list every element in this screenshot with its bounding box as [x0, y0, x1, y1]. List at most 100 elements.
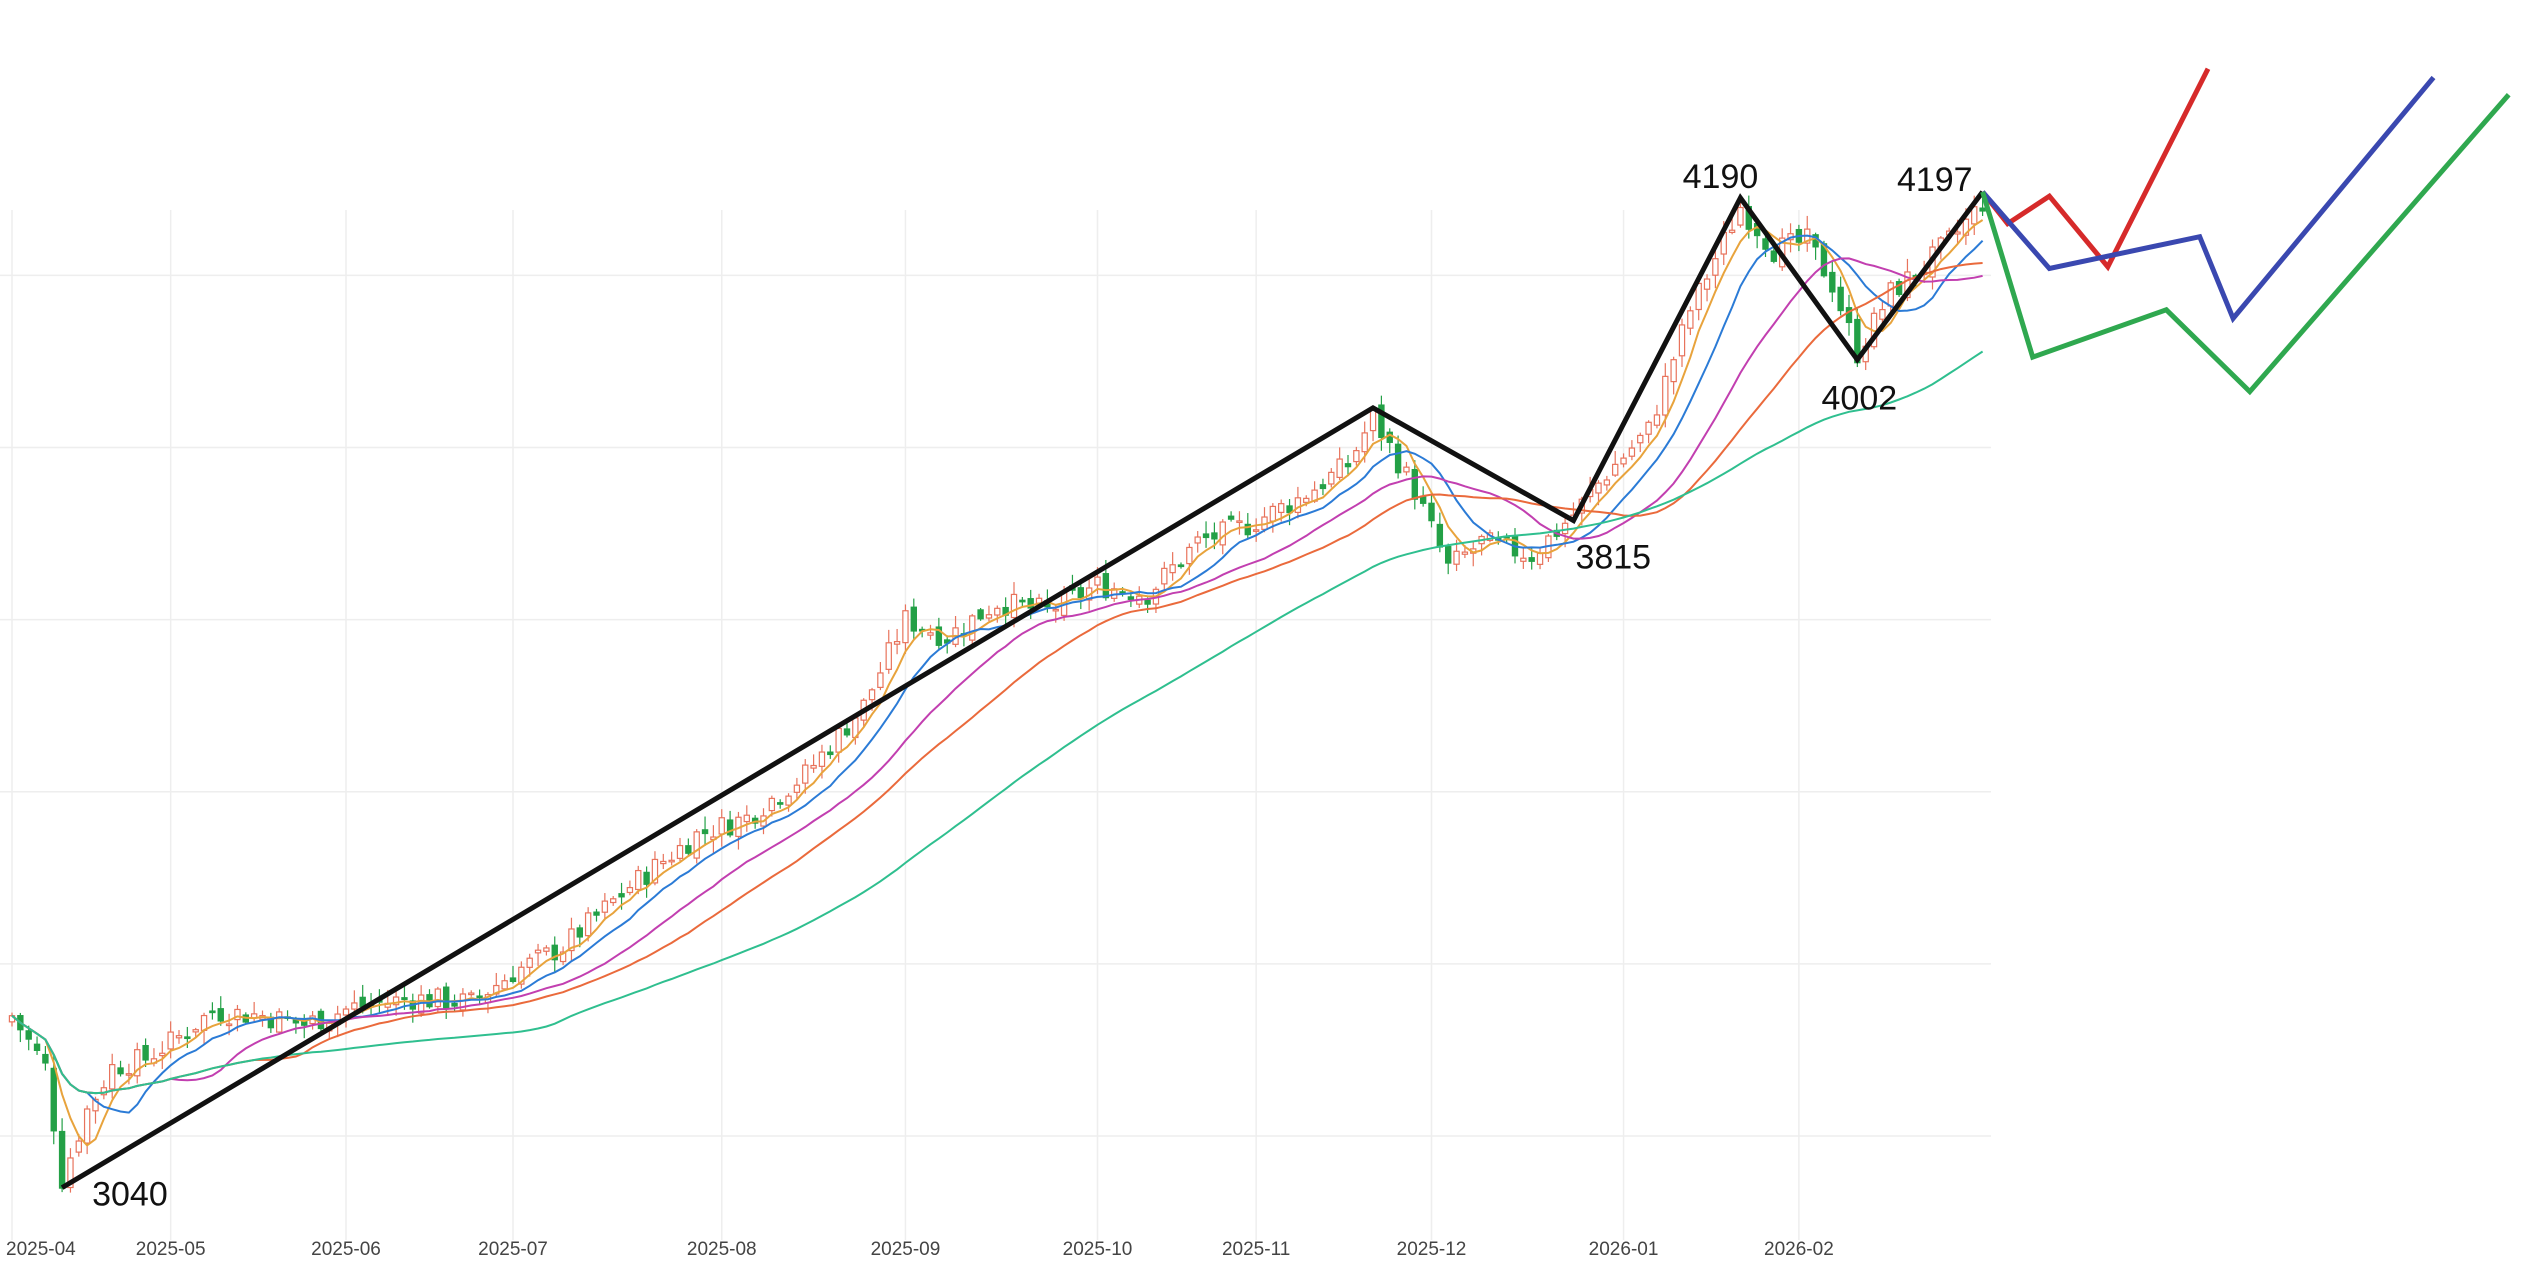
candle-down: [618, 893, 625, 898]
candle-up: [969, 615, 976, 641]
x-tick-label: 2025-05: [136, 1239, 206, 1260]
candle-down: [726, 819, 734, 836]
candle-down: [593, 911, 600, 916]
candle-up: [1461, 551, 1469, 555]
wave-label-3815: 3815: [1575, 539, 1651, 577]
wave-label-4197: 4197: [1897, 161, 1973, 199]
candle-up: [1728, 229, 1736, 234]
candle-down: [776, 802, 784, 805]
candle-up: [342, 1008, 350, 1016]
candle-up: [493, 984, 500, 995]
candle-up: [626, 886, 634, 894]
candle-up: [818, 751, 826, 767]
candle-up: [175, 1035, 183, 1039]
x-tick-label: 2026-02: [1764, 1239, 1834, 1260]
x-tick-label: 2025-10: [1063, 1239, 1133, 1260]
candle-down: [1837, 286, 1844, 312]
candle-up: [1678, 324, 1686, 357]
candle-up: [75, 1140, 82, 1153]
candle-down: [1177, 564, 1185, 568]
x-tick-label: 2025-12: [1397, 1239, 1467, 1260]
candle-up: [660, 860, 667, 865]
candle-up: [1520, 557, 1527, 562]
candle-down: [1895, 281, 1903, 296]
candle-down: [1202, 533, 1210, 539]
candle-down: [401, 997, 408, 1001]
candle-up: [743, 814, 751, 823]
x-tick-label: 2025-06: [311, 1239, 381, 1260]
candle-up: [167, 1031, 174, 1050]
candle-up: [1194, 536, 1201, 544]
candle-up: [785, 795, 792, 806]
candle-up: [994, 607, 1001, 616]
candle-up: [868, 689, 876, 701]
candle-down: [1227, 515, 1235, 520]
candle-up: [1294, 497, 1302, 514]
candle-down: [1770, 250, 1778, 262]
candle-up: [902, 610, 909, 644]
candle-down: [1394, 443, 1402, 474]
candle-down: [1436, 523, 1444, 548]
candle-up: [1094, 576, 1101, 586]
x-tick-label: 2025-07: [478, 1239, 548, 1260]
candle-up: [518, 966, 525, 985]
candle-down: [1127, 596, 1135, 600]
candle-down: [935, 626, 943, 646]
candle-up: [468, 992, 475, 996]
moving-average-layer: [11, 219, 1984, 1147]
candle-up: [1453, 550, 1460, 565]
candle-down: [701, 829, 709, 835]
candle-up: [1561, 522, 1569, 535]
candle-down: [209, 1010, 216, 1014]
candle-down: [977, 609, 984, 620]
candle-up: [159, 1052, 166, 1057]
label-layer: 3040 3815 4190 4002 4197: [92, 158, 1972, 1214]
candle-up: [526, 957, 533, 968]
scenario-blue-line: [1980, 75, 2436, 324]
candle-up: [1328, 471, 1335, 485]
candle-up: [635, 869, 642, 891]
candle-up: [1620, 457, 1627, 465]
forecast-scenario-layer: [1980, 67, 2511, 396]
candle-up: [693, 831, 700, 859]
candle-down: [1244, 523, 1251, 536]
candle-up: [434, 988, 442, 1008]
candle-up: [1303, 497, 1310, 503]
candle-up: [1645, 421, 1652, 435]
candle-down: [33, 1043, 41, 1051]
candle-down: [1829, 271, 1836, 293]
x-tick-label: 2026-01: [1589, 1239, 1659, 1260]
candle-up: [134, 1049, 141, 1077]
candle-up: [1670, 359, 1677, 383]
candle-down: [1211, 532, 1218, 540]
candle-up: [927, 632, 934, 636]
candle-up: [584, 912, 592, 937]
x-tick-label: 2025-04: [6, 1239, 76, 1260]
candle-up: [1252, 529, 1260, 532]
candle-up: [1595, 482, 1602, 494]
candle-down: [827, 751, 834, 756]
candle-up: [1687, 310, 1694, 329]
wave-layer: [60, 190, 1985, 1190]
candle-down: [1319, 484, 1327, 490]
candle-up: [1236, 520, 1243, 524]
candle-up: [1161, 567, 1168, 585]
candle-up: [718, 817, 725, 835]
candle-down: [910, 606, 918, 632]
candle-down: [25, 1030, 32, 1040]
candle-up: [276, 1011, 283, 1033]
candle-down: [58, 1130, 66, 1189]
candle-up: [1887, 282, 1894, 307]
candle-down: [551, 944, 558, 961]
candle-up: [1277, 503, 1285, 514]
candle-up: [534, 949, 542, 954]
candle-down: [576, 927, 584, 938]
candle-up: [877, 672, 884, 689]
candle-down: [1845, 307, 1853, 324]
candle-down: [217, 1008, 224, 1022]
wave-zigzag-line: [60, 190, 1985, 1190]
candle-up: [1962, 218, 1970, 236]
candle-down: [1378, 404, 1385, 439]
candle-up: [768, 797, 776, 812]
